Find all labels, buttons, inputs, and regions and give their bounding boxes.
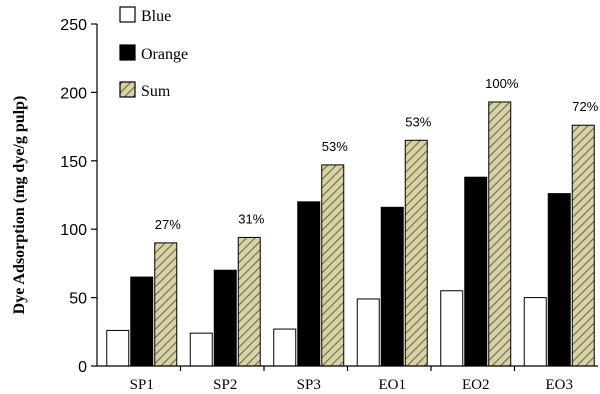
y-tick-label: 0 [78,359,87,376]
bar-sum [571,124,595,367]
bar-sum [321,164,345,367]
percent-label: 53% [405,114,431,129]
percent-label: 72% [572,99,598,114]
percent-label: 31% [238,211,264,226]
bar-orange [380,206,404,367]
bar-blue [106,329,130,367]
y-tick-label: 50 [69,291,87,308]
percent-annotations: 27% 31% 53% 53% 100% 72% [155,76,599,232]
legend-swatch-blue [119,6,136,23]
bar-sum [237,236,261,367]
percent-label: 53% [322,139,348,154]
x-axis: SP1 SP2 SP3 EO1 EO2 EO3 [97,365,598,393]
bar-orange [297,201,321,367]
percent-label: 100% [485,76,519,91]
bar-orange [464,176,488,367]
bar-blue [189,332,213,367]
bar-blue [440,290,464,367]
y-tick-label: 100 [60,222,87,239]
bar-blue [273,328,297,367]
bar-sum [488,101,512,367]
legend-label-blue: Blue [141,8,171,25]
y-tick-label: 150 [60,154,87,171]
legend: Blue Orange Sum [119,6,188,100]
percent-label: 27% [155,217,181,232]
legend-label-sum: Sum [141,83,171,100]
bar-orange [213,269,237,367]
y-axis: 0 50 100 150 200 250 [60,17,98,376]
bar-blue [523,297,547,367]
y-axis-label: Dye Adsorption (mg dye/g pulp) [11,96,28,315]
bar-orange [547,193,571,367]
legend-label-orange: Orange [141,46,188,63]
x-tick-label: EO3 [546,377,574,393]
y-tick-label: 250 [60,17,87,34]
legend-swatch-sum [119,81,136,98]
x-tick-label: SP1 [130,377,154,393]
bar-blue [356,298,380,367]
x-tick-label: EO1 [379,377,407,393]
bar-group [106,101,595,367]
bar-sum [404,139,428,367]
bar-orange [130,276,154,367]
x-tick-label: SP2 [213,377,237,393]
x-tick-label: SP3 [297,377,321,393]
legend-swatch-orange [119,44,136,61]
y-tick-label: 200 [60,85,87,102]
bar-sum [154,242,178,367]
x-tick-label: EO2 [462,377,490,393]
